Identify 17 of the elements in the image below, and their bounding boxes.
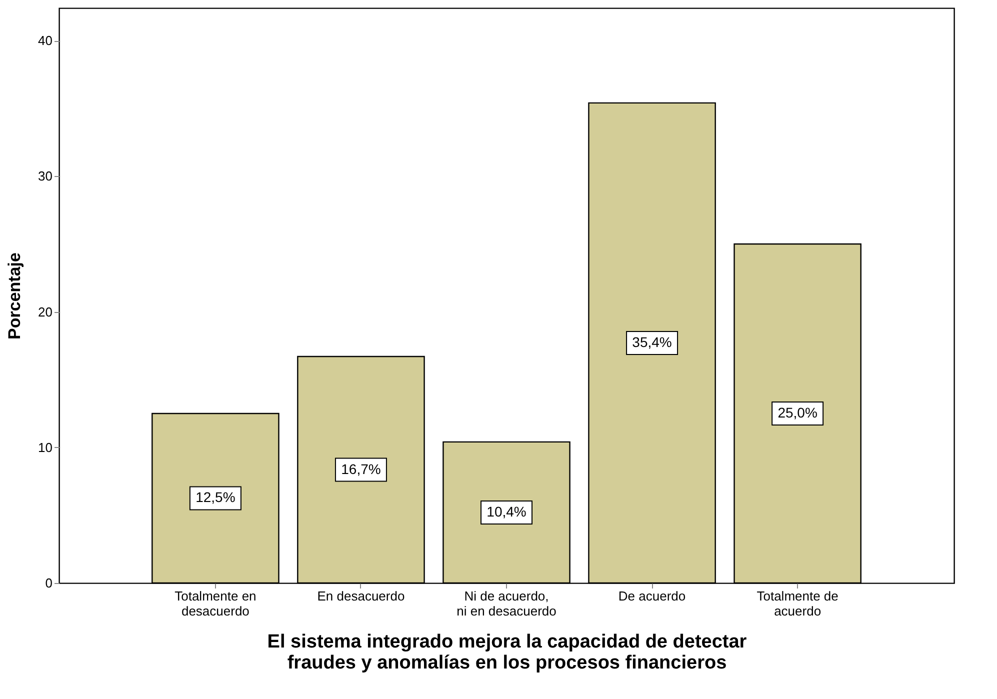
x-tick-label: Totalmente de acuerdo bbox=[756, 588, 838, 618]
x-tick-label: Ni de acuerdo, ni en desacuerdo bbox=[456, 588, 556, 618]
x-tick-label: De acuerdo bbox=[618, 588, 686, 604]
y-tick-label: 0 bbox=[45, 576, 52, 590]
y-tick-label: 30 bbox=[38, 168, 52, 184]
y-tick-label: 20 bbox=[38, 304, 52, 320]
x-axis-title: El sistema integrado mejora la capacidad de detectar fraudes y anomalías en los procesos financieros bbox=[267, 632, 748, 674]
x-tick-label: En desacuerdo bbox=[317, 588, 405, 604]
data-label: 12,5% bbox=[196, 489, 236, 506]
data-label: 35,4% bbox=[632, 334, 672, 350]
y-tick-label: 10 bbox=[38, 440, 52, 455]
data-label: 16,7% bbox=[341, 460, 381, 477]
y-axis-title: Porcentaje bbox=[5, 252, 24, 340]
data-label: 25,0% bbox=[778, 404, 818, 420]
x-tick-label: Totalmente en desacuerdo bbox=[174, 588, 256, 618]
y-tick-label: 40 bbox=[38, 33, 52, 48]
data-label: 10,4% bbox=[486, 503, 526, 520]
